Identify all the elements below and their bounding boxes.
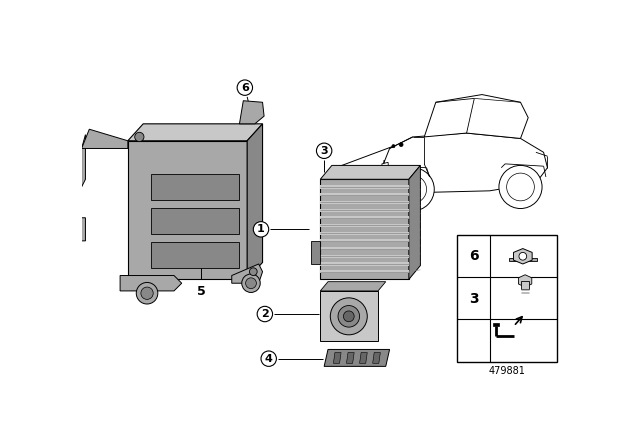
Polygon shape [382, 133, 547, 192]
Polygon shape [320, 208, 409, 211]
Polygon shape [320, 201, 409, 204]
Circle shape [507, 173, 534, 201]
Polygon shape [81, 134, 86, 187]
Text: 6: 6 [241, 82, 249, 93]
Polygon shape [120, 276, 182, 291]
Polygon shape [333, 353, 341, 363]
Polygon shape [320, 247, 409, 250]
Polygon shape [320, 282, 386, 291]
Circle shape [392, 145, 395, 148]
Circle shape [330, 298, 367, 335]
Polygon shape [247, 124, 262, 280]
Polygon shape [320, 193, 409, 196]
Polygon shape [74, 218, 86, 241]
Polygon shape [151, 174, 239, 200]
Polygon shape [320, 270, 409, 273]
Polygon shape [320, 255, 409, 258]
Polygon shape [320, 291, 378, 341]
Circle shape [391, 168, 435, 211]
Polygon shape [382, 162, 389, 174]
Circle shape [135, 132, 144, 142]
Polygon shape [346, 353, 354, 363]
Polygon shape [360, 353, 367, 363]
Polygon shape [128, 141, 247, 280]
Text: 3: 3 [468, 292, 478, 306]
Circle shape [338, 306, 360, 327]
Polygon shape [320, 232, 409, 235]
Polygon shape [320, 224, 409, 227]
Circle shape [141, 287, 153, 299]
Polygon shape [320, 165, 420, 179]
Polygon shape [320, 239, 409, 242]
Text: 1: 1 [257, 224, 265, 234]
Circle shape [519, 252, 527, 260]
Circle shape [257, 306, 273, 322]
Circle shape [253, 222, 269, 237]
Polygon shape [409, 165, 420, 280]
Polygon shape [372, 353, 380, 363]
Polygon shape [320, 179, 409, 280]
Circle shape [399, 143, 403, 146]
Circle shape [344, 311, 354, 322]
Circle shape [399, 176, 427, 203]
Polygon shape [151, 208, 239, 234]
Polygon shape [324, 349, 390, 366]
Circle shape [499, 165, 542, 208]
Polygon shape [513, 249, 532, 264]
Text: 2: 2 [261, 309, 269, 319]
Circle shape [261, 351, 276, 366]
Polygon shape [311, 241, 320, 264]
Polygon shape [151, 241, 239, 268]
Text: 479881: 479881 [489, 366, 526, 376]
Polygon shape [493, 323, 499, 326]
Polygon shape [424, 95, 528, 138]
Polygon shape [239, 101, 264, 124]
Polygon shape [509, 258, 537, 261]
Polygon shape [521, 281, 529, 289]
Circle shape [246, 278, 257, 289]
Polygon shape [518, 275, 532, 287]
Polygon shape [320, 185, 409, 189]
Circle shape [316, 143, 332, 159]
Circle shape [136, 282, 158, 304]
Polygon shape [232, 264, 262, 283]
Text: 4: 4 [265, 353, 273, 364]
Polygon shape [320, 216, 409, 220]
Polygon shape [81, 129, 128, 148]
Circle shape [242, 274, 260, 293]
Text: 5: 5 [196, 285, 205, 298]
Circle shape [250, 268, 257, 276]
Text: 3: 3 [321, 146, 328, 156]
Text: 6: 6 [468, 249, 478, 263]
Circle shape [237, 80, 253, 95]
Polygon shape [128, 124, 262, 141]
Polygon shape [320, 263, 409, 266]
